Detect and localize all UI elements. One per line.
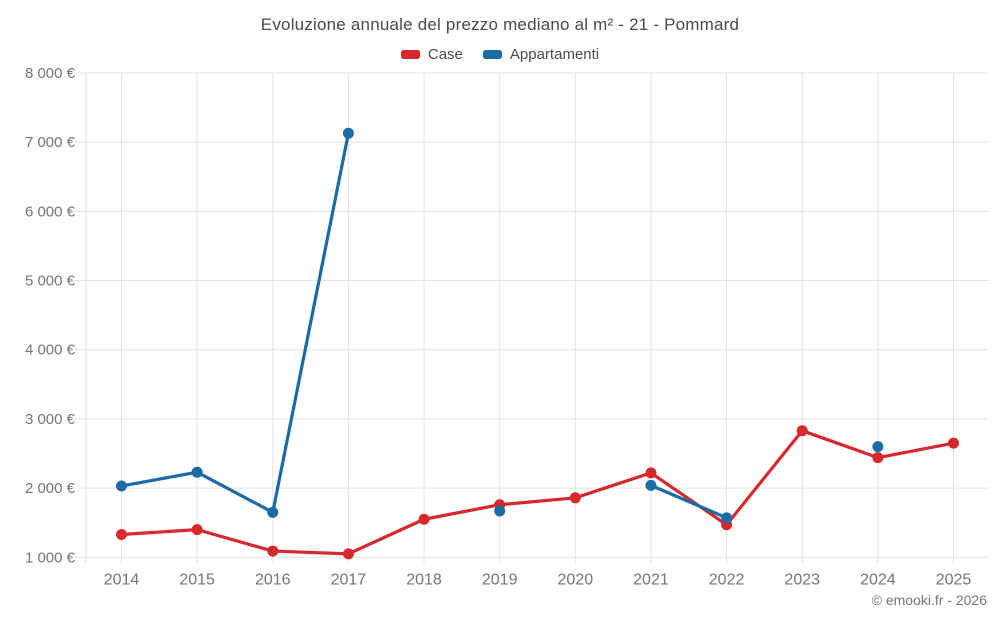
y-tick-label: 6 000 € [25, 203, 76, 220]
y-tick-label: 7 000 € [25, 134, 76, 151]
data-point-case-2015[interactable] [191, 524, 203, 536]
legend-item-appartamenti[interactable]: Appartamenti [482, 46, 600, 63]
x-tick-label: 2020 [558, 571, 594, 588]
y-tick-label: 1 000 € [25, 549, 76, 566]
x-tick-label: 2019 [482, 571, 518, 588]
appartamenti-series-swatch-icon [482, 50, 502, 59]
x-tick-label: 2018 [406, 571, 442, 588]
data-point-appartamenti-2021[interactable] [645, 479, 657, 491]
x-tick-label: 2023 [784, 571, 820, 588]
x-tick-label: 2025 [936, 571, 972, 588]
data-point-appartamenti-2022[interactable] [721, 512, 733, 524]
series-line-appartamenti [119, 131, 351, 514]
data-point-appartamenti-2014[interactable] [116, 480, 127, 492]
chart-legend: Case Appartamenti [0, 46, 1000, 63]
x-tick-label: 2024 [860, 571, 896, 588]
data-point-case-2016[interactable] [267, 545, 279, 557]
data-point-case-2017[interactable] [342, 548, 354, 560]
data-point-appartamenti-2016[interactable] [267, 506, 279, 518]
legend-item-case[interactable]: Case [400, 46, 463, 63]
x-tick-label: 2017 [331, 571, 367, 588]
x-tick-label: 2015 [179, 571, 215, 588]
x-tick-label: 2021 [633, 571, 669, 588]
data-point-case-2025[interactable] [948, 437, 959, 449]
data-point-case-2021[interactable] [645, 467, 657, 479]
case-series-swatch-icon [400, 50, 420, 59]
data-point-appartamenti-2015[interactable] [191, 466, 203, 478]
series-line-appartamenti [649, 483, 729, 520]
series-line-case [119, 429, 956, 556]
x-tick-label: 2016 [255, 571, 291, 588]
data-point-case-2018[interactable] [418, 513, 430, 525]
chart-title: Evoluzione annuale del prezzo mediano al… [260, 15, 740, 34]
x-tick-label: 2014 [104, 571, 140, 588]
x-tick-label: 2022 [709, 571, 745, 588]
legend-label-case: Case [427, 46, 463, 63]
data-point-appartamenti-2019[interactable] [494, 505, 506, 517]
data-point-appartamenti-2024[interactable] [872, 441, 884, 453]
y-tick-label: 2 000 € [25, 480, 76, 497]
data-point-case-2023[interactable] [796, 425, 808, 437]
data-point-case-2024[interactable] [872, 452, 884, 464]
y-tick-label: 3 000 € [25, 411, 76, 428]
attribution-text: © emooki.fr - 2026 [871, 592, 987, 608]
y-tick-label: 5 000 € [25, 273, 76, 290]
data-point-case-2014[interactable] [116, 528, 127, 540]
data-point-appartamenti-2017[interactable] [342, 127, 354, 139]
legend-label-appartamenti: Appartamenti [509, 46, 600, 63]
data-point-case-2020[interactable] [569, 492, 581, 504]
y-tick-label: 8 000 € [25, 65, 76, 82]
y-tick-label: 4 000 € [25, 342, 76, 359]
